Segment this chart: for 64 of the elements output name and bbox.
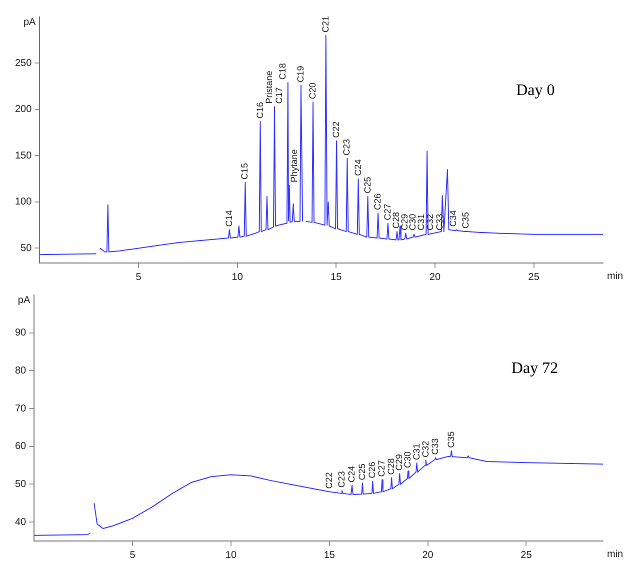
annotation: Phytane	[288, 149, 299, 182]
y-tick-label: 150	[14, 150, 32, 162]
annotation: C19	[295, 66, 306, 82]
annotation: C35	[460, 212, 471, 229]
x-tick-label: 15	[330, 272, 342, 283]
x-axis-title: min	[607, 270, 624, 282]
annotation: C25	[362, 176, 372, 194]
annotation: C14	[224, 210, 234, 227]
annotation: C15	[240, 163, 250, 180]
annotation: C35	[446, 431, 456, 448]
annotation: Day 72	[511, 360, 558, 378]
annotation: C17	[274, 87, 284, 104]
y-axis-title: pA	[23, 16, 36, 28]
y-tick-label: 90	[15, 328, 27, 339]
annotation: C18	[277, 63, 288, 80]
annotation: C23	[336, 471, 346, 488]
x-tick-label: 15	[324, 550, 336, 561]
annotation: C29	[400, 214, 410, 230]
annotation: C33	[430, 438, 440, 455]
y-tick-label: 250	[14, 58, 32, 69]
annotation: C30	[402, 451, 413, 468]
x-tick-label: 25	[528, 272, 540, 283]
annotation: C29	[394, 454, 404, 471]
annotation: C24	[352, 159, 363, 176]
annotation: C25	[356, 464, 367, 480]
y-tick-label: 80	[15, 365, 27, 376]
annotation: C33	[434, 214, 445, 230]
y-tick-label: 200	[14, 104, 32, 116]
x-tick-label: 20	[422, 550, 434, 561]
annotation: C30	[408, 214, 418, 230]
x-axis-title: min	[607, 548, 624, 560]
y-tick-label: 100	[14, 196, 32, 208]
annotation: C32	[425, 214, 436, 230]
y-tick-label: 60	[15, 441, 27, 452]
annotation: C32	[420, 440, 430, 458]
annotation: C16	[254, 102, 265, 119]
y-tick-label: 50	[20, 242, 32, 254]
x-tick-label: 20	[429, 272, 441, 283]
annotation: Pristane	[264, 70, 274, 104]
annotation: C31	[416, 214, 426, 230]
y-tick-label: 40	[15, 516, 27, 528]
annotation: C27	[382, 204, 392, 220]
annotation: C28	[386, 458, 396, 475]
y-axis-title: pA	[18, 294, 30, 306]
annotation: C20	[308, 82, 318, 100]
x-tick-label: 25	[520, 550, 532, 561]
annotation: Day 0	[516, 82, 555, 100]
annotation: C22	[331, 121, 342, 138]
annotation: C26	[372, 194, 383, 210]
annotation: C34	[448, 210, 458, 227]
x-tick-label: 5	[136, 272, 142, 283]
x-tick-label: 10	[232, 272, 244, 283]
annotation: C26	[367, 462, 378, 478]
annotation: C22	[324, 472, 334, 489]
annotation: C21	[320, 16, 330, 32]
annotation: C28	[391, 212, 402, 229]
y-tick-label: 50	[15, 478, 27, 490]
y-tick-label: 70	[15, 403, 27, 414]
annotation: C23	[342, 138, 352, 156]
annotation: C27	[376, 460, 387, 477]
x-tick-label: 5	[130, 550, 136, 561]
x-tick-label: 10	[225, 550, 237, 561]
annotation: C24	[346, 466, 357, 482]
annotation: C31	[411, 444, 422, 460]
